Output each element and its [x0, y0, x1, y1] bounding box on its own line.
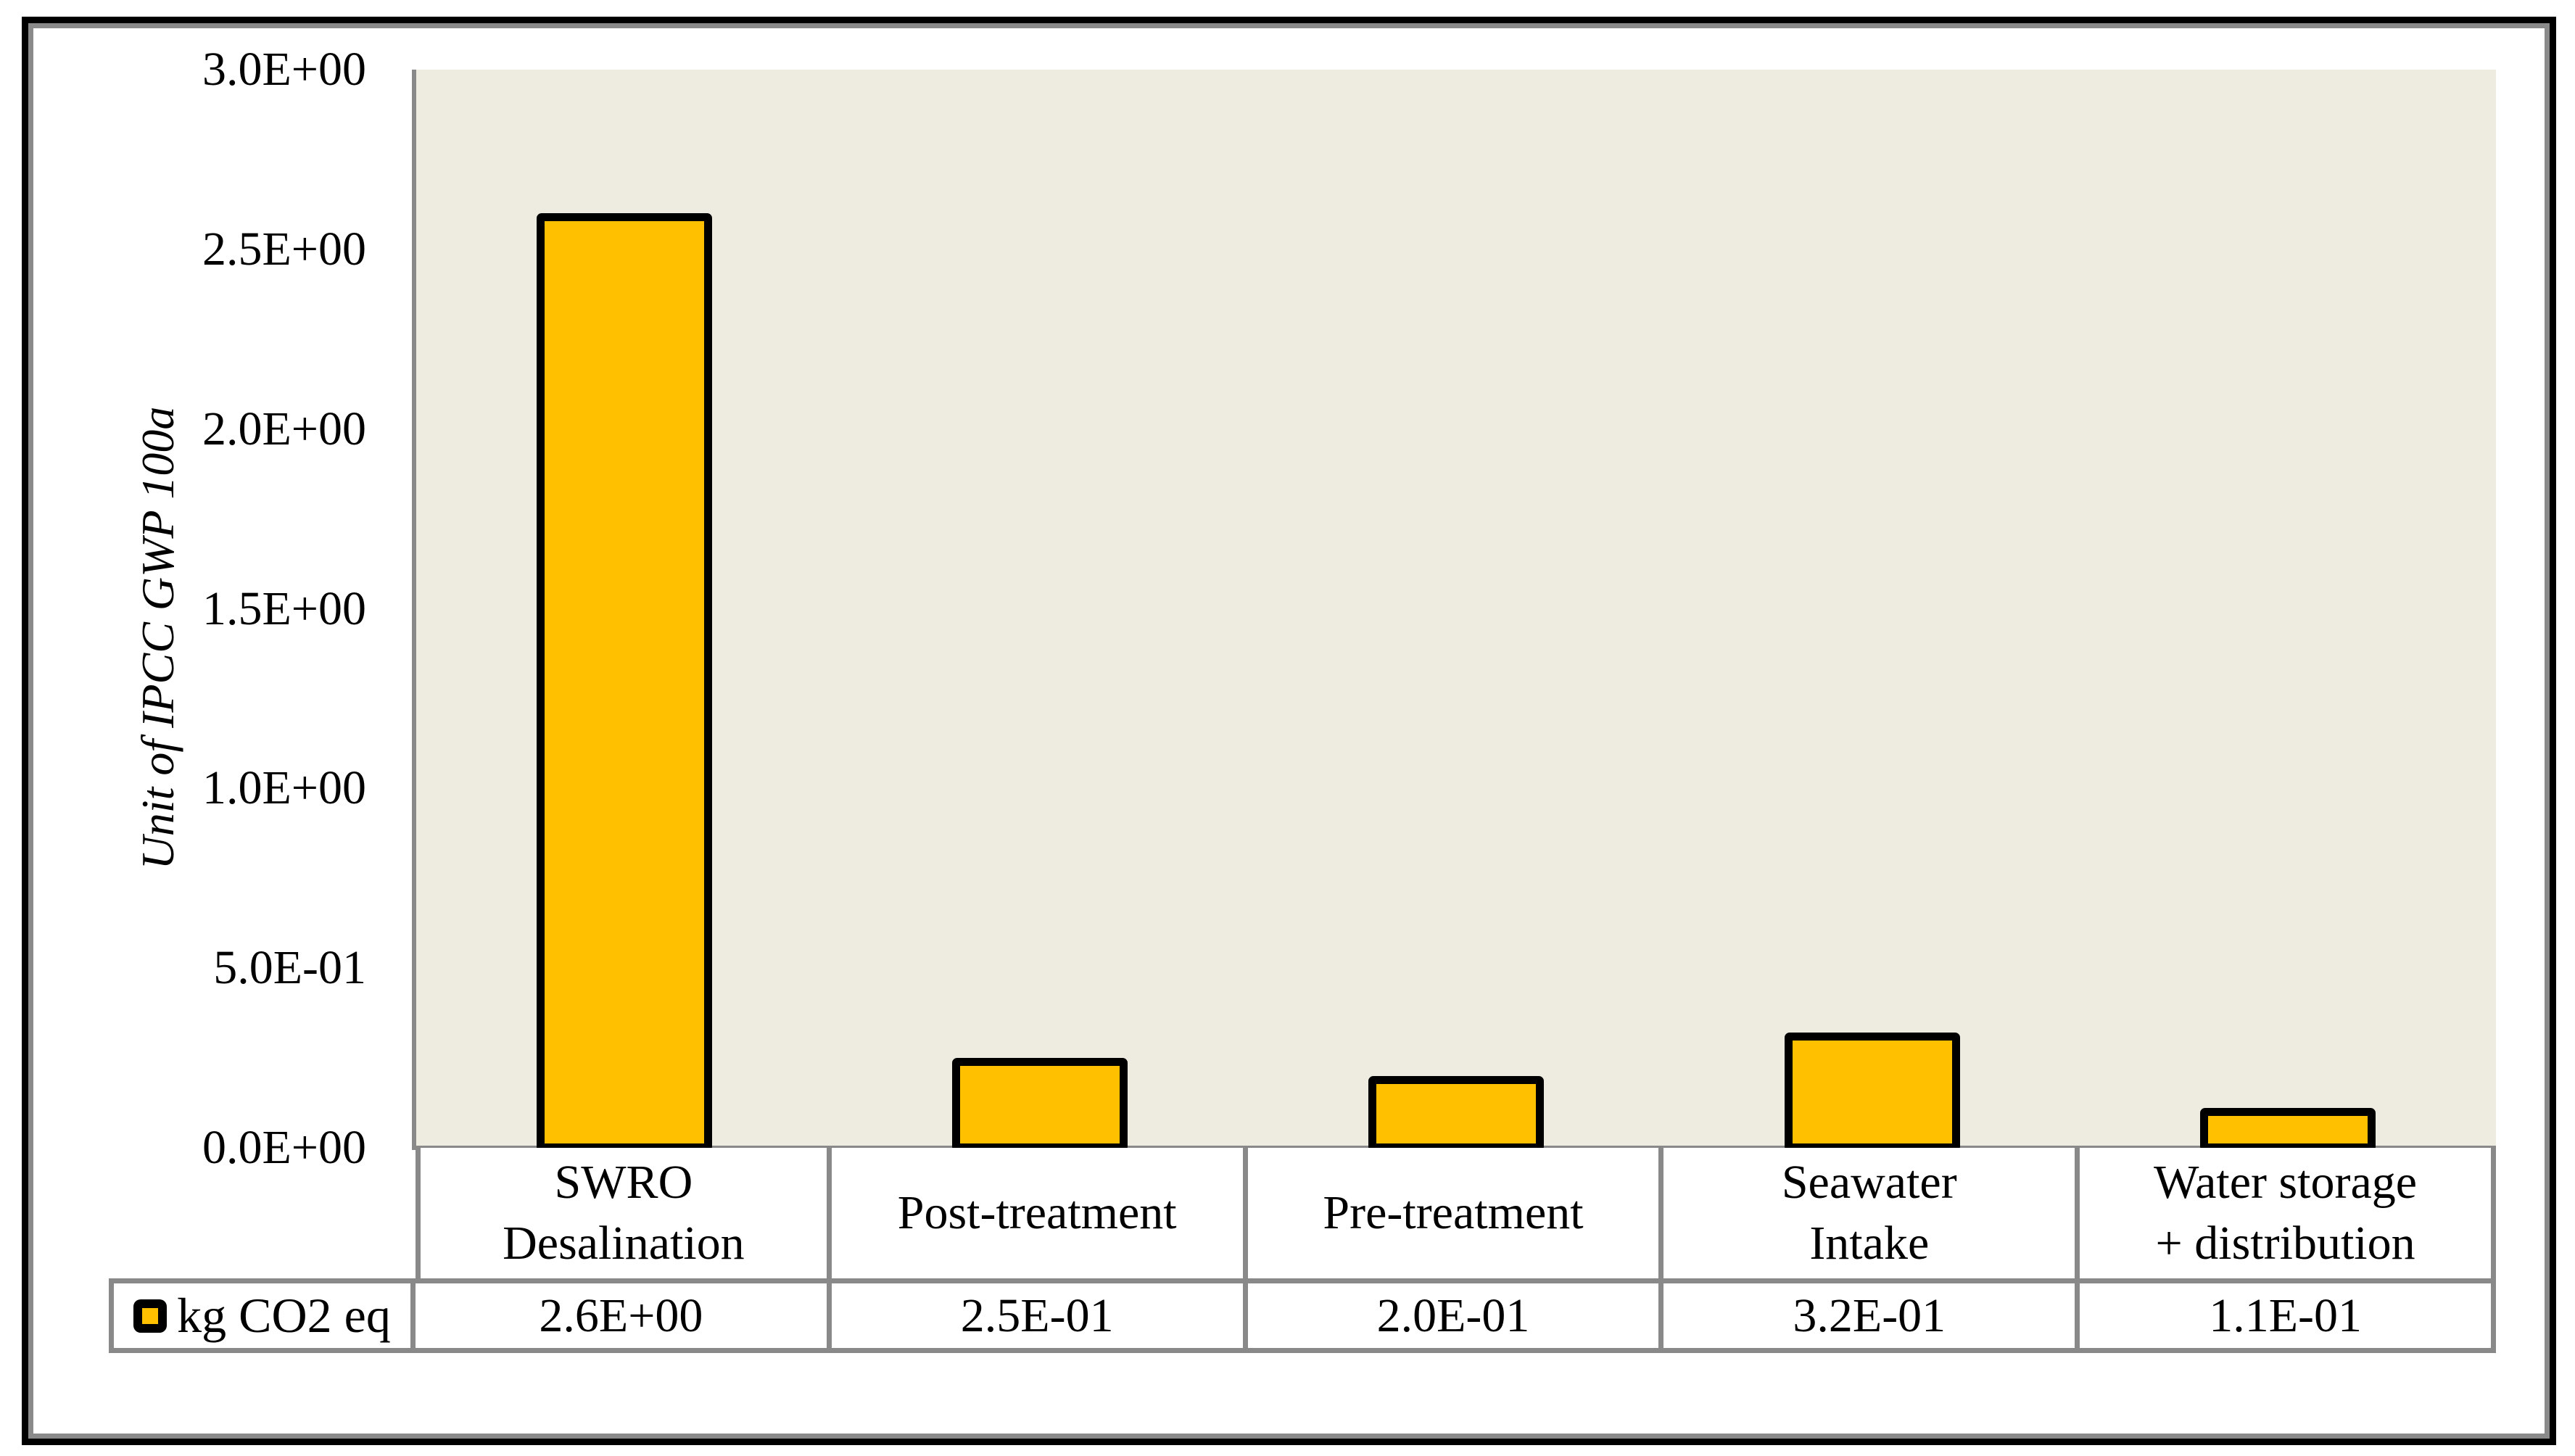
- category-label-line: + distribution: [2155, 1217, 2415, 1270]
- category-label-line: Seawater: [1781, 1156, 1957, 1209]
- category-label-line: Water storage: [2154, 1156, 2418, 1209]
- category-label-line: Post-treatment: [897, 1186, 1177, 1239]
- legend-swatch-icon: [133, 1299, 168, 1333]
- value-cell: 2.6E+00: [416, 1278, 832, 1353]
- value-cell: 1.1E-01: [2080, 1278, 2496, 1353]
- category-label: SWRO Desalination: [416, 1148, 832, 1278]
- y-axis-tick-label: 5.0E-01: [213, 941, 366, 995]
- y-axis-line: [412, 70, 416, 1149]
- category-label: Post-treatment: [831, 1148, 1248, 1278]
- category-label: Water storage + distribution: [2080, 1148, 2496, 1278]
- y-axis-tick-label: 3.0E+00: [202, 43, 366, 96]
- plot-area: [416, 70, 2496, 1148]
- legend-series-name: kg CO2 eq: [177, 1288, 391, 1343]
- table-corner-spacer: [109, 1148, 416, 1278]
- y-axis-tick-label: 2.5E+00: [202, 222, 366, 276]
- bar-4: [1784, 1033, 1960, 1151]
- bar-1: [536, 213, 712, 1151]
- legend-cell: kg CO2 eq: [109, 1278, 416, 1353]
- value-cell: 2.0E-01: [1247, 1278, 1664, 1353]
- figure-border: [22, 17, 2556, 1445]
- value-cell: 3.2E-01: [1663, 1278, 2080, 1353]
- chart-frame: [28, 23, 2550, 1439]
- y-axis-tick-label: 1.0E+00: [202, 761, 366, 815]
- category-label-line: Desalination: [503, 1217, 745, 1270]
- category-label: Seawater Intake: [1663, 1148, 2080, 1278]
- category-label-line: Intake: [1809, 1217, 1930, 1270]
- y-axis-tick-label: 1.5E+00: [202, 582, 366, 635]
- y-axis-tick-label: 2.0E+00: [202, 402, 366, 455]
- data-table: SWRO Desalination Post-treatment Pre-treatm…: [109, 1148, 2496, 1353]
- bar-5: [2200, 1108, 2376, 1151]
- category-label-line: Pre-treatment: [1323, 1186, 1584, 1239]
- bar-3: [1368, 1075, 1544, 1151]
- category-label: Pre-treatment: [1247, 1148, 1664, 1278]
- bar-2: [952, 1058, 1128, 1151]
- y-axis-tick-label: 0.0E+00: [202, 1121, 366, 1174]
- value-cell: 2.5E-01: [831, 1278, 1248, 1353]
- category-label-line: SWRO: [554, 1156, 693, 1209]
